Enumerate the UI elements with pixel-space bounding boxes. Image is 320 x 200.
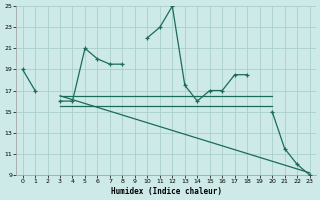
X-axis label: Humidex (Indice chaleur): Humidex (Indice chaleur) — [111, 187, 221, 196]
